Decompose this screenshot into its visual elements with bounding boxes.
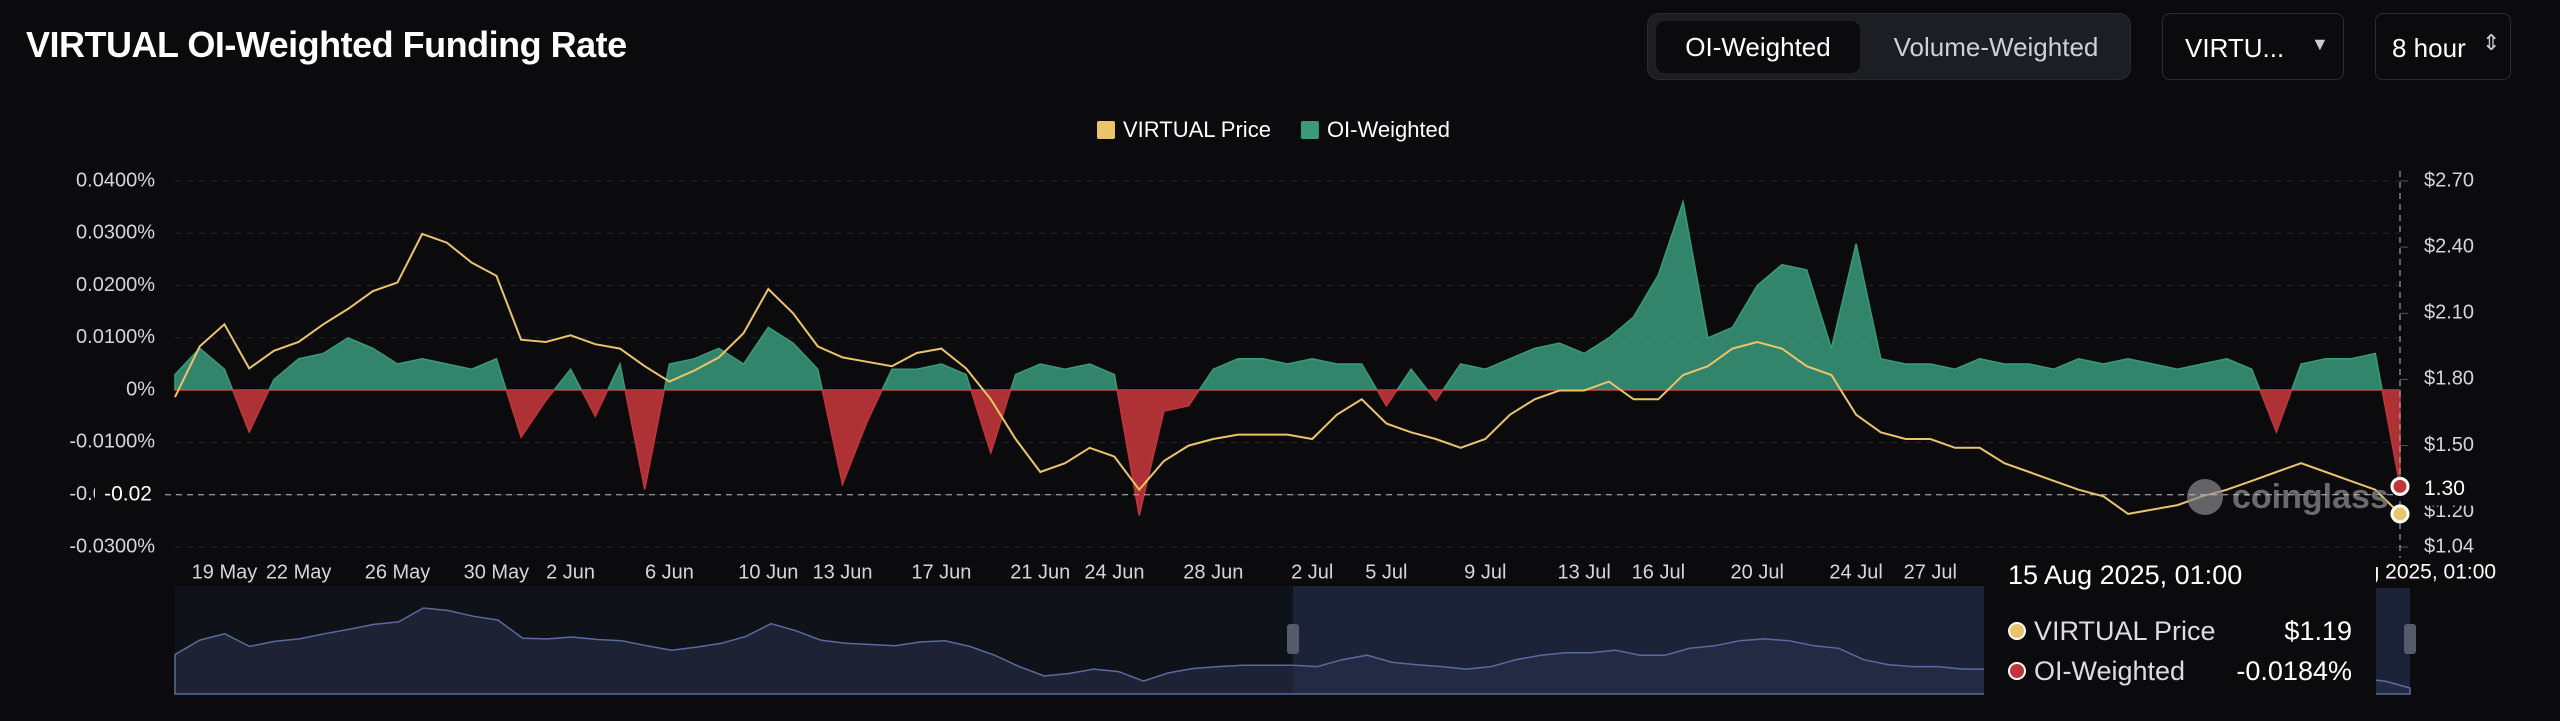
x-tick-label: 20 Jul (1731, 561, 1784, 583)
area-negative (174, 390, 2401, 516)
crosshair-y2-label: 1.30 (2424, 477, 2465, 500)
watermark: coinglass (2232, 478, 2389, 516)
tooltip-value: -0.0184% (2236, 656, 2352, 686)
navigator-handle[interactable] (2404, 624, 2416, 654)
x-tick-label: 22 May (266, 561, 332, 583)
x-tick-label: 26 May (365, 561, 431, 583)
y2-tick-label: $1.04 (2424, 535, 2474, 557)
y-tick-label: -0.0300% (69, 535, 155, 557)
tooltip-name: VIRTUAL Price (2034, 616, 2216, 646)
y2-tick-label: $2.70 (2424, 169, 2474, 191)
y2-tick-label: $1.80 (2424, 368, 2474, 390)
page-title: VIRTUAL OI-Weighted Funding Rate (26, 24, 627, 65)
y-tick-label: 0.0300% (76, 222, 155, 244)
x-tick-label: 24 Jul (1829, 561, 1882, 583)
tooltip-name: OI-Weighted (2034, 656, 2186, 686)
hover-dot (2390, 504, 2410, 524)
tooltip-value: $1.19 (2284, 616, 2352, 646)
x-tick-label: 9 Jul (1464, 561, 1506, 583)
legend-label: OI-Weighted (1327, 117, 1450, 142)
crosshair-label-bg (95, 478, 163, 511)
caret-icon: ▼ (2311, 34, 2329, 54)
x-tick-label: 27 Jul (1904, 561, 1957, 583)
toggle-group: OI-Weighted Volume-Weighted (1647, 13, 2131, 80)
x-tick-label: 16 Jul (1632, 561, 1685, 583)
tooltip-dot (2008, 662, 2026, 680)
updown-icon: ⇕ (2482, 30, 2501, 55)
x-tick-label: 5 Jul (1365, 561, 1407, 583)
legend-label: VIRTUAL Price (1123, 117, 1271, 142)
y-tick-label: -0.0100% (69, 431, 155, 453)
x-tick-label: 19 May (192, 561, 258, 583)
area-positive (174, 198, 2401, 391)
x-tick-label: 13 Jul (1557, 561, 1610, 583)
x-tick-label: 28 Jun (1183, 561, 1243, 583)
watermark-logo (2187, 479, 2223, 515)
tooltip-dot (2008, 622, 2026, 640)
x-tick-label: 13 Jun (812, 561, 872, 583)
x-tick-label: 6 Jun (645, 561, 694, 583)
x-tick-label: 2 Jun (546, 561, 595, 583)
x-tick-label: 30 May (464, 561, 530, 583)
tooltip-date: 15 Aug 2025, 01:00 (2008, 560, 2243, 590)
toggle-button[interactable]: OI-Weighted (1656, 21, 1860, 73)
x-tick-label: 10 Jun (738, 561, 798, 583)
y-tick-label: 0.0400% (76, 169, 155, 191)
symbol-select[interactable]: VIRTU... ▼ (2162, 13, 2344, 80)
x-tick-label: 2 Jul (1291, 561, 1333, 583)
crosshair-y-label: -0.02 (104, 482, 152, 505)
crosshair-label-bg (2410, 473, 2520, 506)
legend-swatch (1300, 121, 1319, 139)
hover-dot (2390, 476, 2410, 496)
y-tick-label: 0.0200% (76, 274, 155, 296)
y-tick-label: 0% (126, 378, 155, 400)
y-tick-label: 0.0100% (76, 326, 155, 348)
interval-select[interactable]: 8 hour ⇕ (2375, 13, 2511, 80)
price-line (174, 232, 2401, 515)
interval-text: 8 hour (2392, 33, 2466, 63)
x-tick-label: 17 Jun (911, 561, 971, 583)
x-tick-label: 21 Jun (1010, 561, 1070, 583)
x-tick-label: 24 Jun (1084, 561, 1144, 583)
y2-tick-label: $2.40 (2424, 235, 2474, 257)
toggle-button[interactable]: Volume-Weighted (1893, 31, 2099, 62)
y2-tick-label: $1.50 (2424, 434, 2474, 456)
symbol-text: VIRTU... (2185, 33, 2285, 63)
y2-tick-label: $2.10 (2424, 302, 2474, 324)
tooltip: 15 Aug 2025, 01:00 VIRTUAL Price $1.19 O… (1984, 548, 2376, 704)
legend-swatch (1097, 121, 1115, 139)
navigator-handle[interactable] (1287, 624, 1299, 654)
